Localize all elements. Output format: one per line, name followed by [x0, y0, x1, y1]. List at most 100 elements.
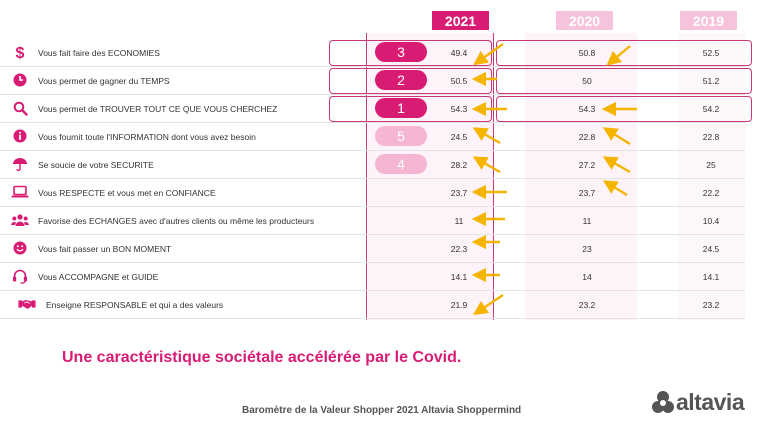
row-label: Vous permet de TROUVER TOUT CE QUE VOUS … — [38, 103, 278, 114]
value-2021: 54.3 — [450, 103, 468, 114]
value-2020: 23 — [582, 243, 592, 254]
arrow-icon — [602, 156, 631, 174]
highlight-frame-2020-2019 — [496, 68, 752, 94]
value-2019: 23.2 — [702, 299, 720, 310]
year-header-2021: 2021 — [432, 11, 489, 30]
value-2020: 27.2 — [578, 159, 596, 170]
value-2021: 11 — [454, 215, 464, 226]
row-label: Favorise des ECHANGES avec d'autres clie… — [38, 215, 315, 226]
value-2020: 11 — [582, 215, 592, 226]
value-2021: 28.2 — [450, 159, 468, 170]
row-label: Vous fait passer un BON MOMENT — [38, 243, 172, 254]
highlight-frame-2020-2019 — [496, 40, 752, 66]
rank-badge: 2 — [375, 70, 427, 90]
row-divider — [0, 262, 745, 263]
row-divider — [0, 122, 745, 123]
value-2019: 10.4 — [702, 215, 720, 226]
year-header-2020: 2020 — [556, 11, 613, 30]
clock-icon — [11, 71, 29, 89]
rank-badge: 1 — [375, 98, 427, 118]
row-label: Enseigne RESPONSABLE et qui a des valeur… — [46, 299, 224, 310]
value-2021: 49.4 — [450, 47, 468, 58]
column-2021-right-border — [493, 33, 494, 320]
arrow-icon — [473, 294, 504, 315]
value-2020: 23.7 — [578, 187, 596, 198]
row-divider — [0, 318, 745, 319]
table-row: Enseigne RESPONSABLE et qui a des valeur… — [0, 291, 750, 318]
value-2021: 23.7 — [450, 187, 468, 198]
table-row: Vous permet de TROUVER TOUT CE QUE VOUS … — [0, 95, 750, 122]
arrow-icon — [473, 43, 504, 66]
value-2019: 22.8 — [702, 131, 720, 142]
laptop-icon — [11, 183, 29, 201]
value-2021: 14.1 — [450, 271, 468, 282]
svg-text:$: $ — [16, 45, 25, 60]
value-2020: 54.3 — [578, 103, 596, 114]
logo-mark-icon — [652, 391, 674, 413]
headline: Une caractéristique sociétale accélérée … — [62, 349, 462, 366]
rank-badge: 5 — [375, 126, 427, 146]
footer-source: Baromètre de la Valeur Shopper 2021 Alta… — [242, 405, 522, 416]
table-row: Vous fournit toute l'INFORMATION dont vo… — [0, 123, 750, 150]
value-2020: 23.2 — [578, 299, 596, 310]
people-icon — [11, 211, 29, 229]
value-2019: 51.2 — [702, 75, 720, 86]
value-2019: 24.5 — [702, 243, 720, 254]
value-2021: 24.5 — [450, 131, 468, 142]
table-row: Vous ACCOMPAGNE et GUIDE 14.1 14 14.1 — [0, 263, 750, 290]
row-divider — [0, 206, 745, 207]
value-2021: 21.9 — [450, 299, 468, 310]
table-row: Vous fait passer un BON MOMENT 22.3 23 2… — [0, 235, 750, 262]
row-divider — [0, 150, 745, 151]
row-label: Vous fournit toute l'INFORMATION dont vo… — [38, 131, 256, 142]
column-2019-background — [678, 33, 745, 320]
value-2020: 14 — [582, 271, 592, 282]
table-row: Vous permet de gagner du TEMPS 50.5 50 5… — [0, 67, 750, 94]
table-row: Vous RESPECTE et vous met en CONFIANCE 2… — [0, 179, 750, 206]
umbrella-icon — [11, 155, 29, 173]
row-label: Vous fait faire des ECONOMIES — [38, 47, 160, 58]
value-2019: 22.2 — [702, 187, 720, 198]
magnifier-icon — [11, 99, 29, 117]
rank-badge: 3 — [375, 42, 427, 62]
info-icon — [11, 127, 29, 145]
value-2020: 22.8 — [578, 131, 596, 142]
arrow-icon — [606, 45, 631, 66]
arrow-icon — [472, 156, 501, 174]
row-label: Vous permet de gagner du TEMPS — [38, 75, 170, 86]
handshake-icon — [18, 295, 36, 313]
value-2019: 54.2 — [702, 103, 720, 114]
headset-icon — [11, 267, 29, 285]
arrow-icon — [602, 180, 628, 197]
table-row: Favorise des ECHANGES avec d'autres clie… — [0, 207, 750, 234]
value-2019: 25 — [706, 159, 716, 170]
table-row: $ Vous fait faire des ECONOMIES 49.4 50.… — [0, 39, 750, 66]
value-2021: 50.5 — [450, 75, 468, 86]
value-2021: 22.3 — [450, 243, 468, 254]
row-divider — [0, 66, 745, 67]
row-divider — [0, 234, 745, 235]
highlight-frame-2021 — [329, 68, 492, 94]
altavia-logo: altavia — [651, 388, 745, 416]
row-divider — [0, 94, 745, 95]
logo-text: altavia — [676, 388, 745, 415]
dollar-icon: $ — [11, 43, 29, 61]
value-2020: 50.8 — [578, 47, 596, 58]
value-2019: 52.5 — [702, 47, 720, 58]
row-label: Se soucie de votre SECURITE — [38, 159, 154, 170]
column-2020-background — [525, 33, 637, 320]
smiley-icon — [11, 239, 29, 257]
value-2019: 14.1 — [702, 271, 720, 282]
table-row: Se soucie de votre SECURITE 28.2 27.2 25 — [0, 151, 750, 178]
row-label: Vous ACCOMPAGNE et GUIDE — [38, 271, 159, 282]
value-2020: 50 — [582, 75, 592, 86]
row-label: Vous RESPECTE et vous met en CONFIANCE — [38, 187, 216, 198]
arrow-icon — [602, 127, 631, 146]
rank-badge: 4 — [375, 154, 427, 174]
row-divider — [0, 290, 745, 291]
row-divider — [0, 178, 745, 179]
year-header-2019: 2019 — [680, 11, 737, 30]
column-2021-left-border — [366, 33, 367, 320]
arrow-icon — [472, 127, 501, 145]
